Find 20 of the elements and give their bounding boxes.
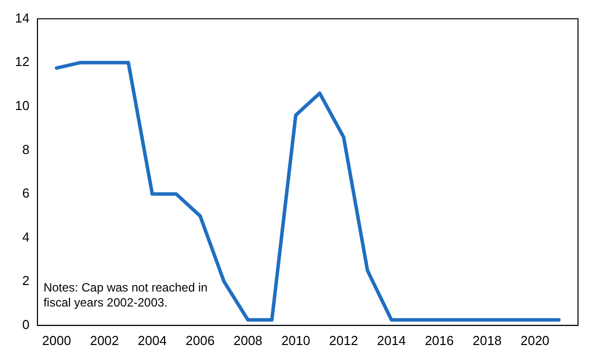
x-tick-label: 2006 [186,332,215,348]
x-tick-label: 2002 [90,332,119,348]
x-tick-label: 2020 [520,332,550,348]
y-tick-label: 2 [22,273,30,288]
y-tick-label: 14 [14,10,30,26]
y-tick-label: 4 [22,229,30,244]
x-tick-label: 2012 [329,332,358,348]
x-tick-label: 2016 [424,332,454,348]
x-tick-label: 2018 [472,332,502,348]
y-tick-label: 8 [22,142,30,157]
y-tick-label: 0 [22,316,30,332]
y-tick-label: 6 [22,186,30,201]
x-tick-label: 2010 [281,332,310,348]
x-tick-label: 2014 [376,332,406,348]
y-tick-label: 12 [14,54,30,70]
annotation: Notes: Cap was not reached in fiscal years 2002-2003. [43,280,208,310]
x-tick-label: 2004 [138,332,167,348]
x-tick-label: 2008 [233,332,262,348]
y-tick-label: 10 [14,98,30,113]
x-tick-label: 2000 [42,332,72,348]
